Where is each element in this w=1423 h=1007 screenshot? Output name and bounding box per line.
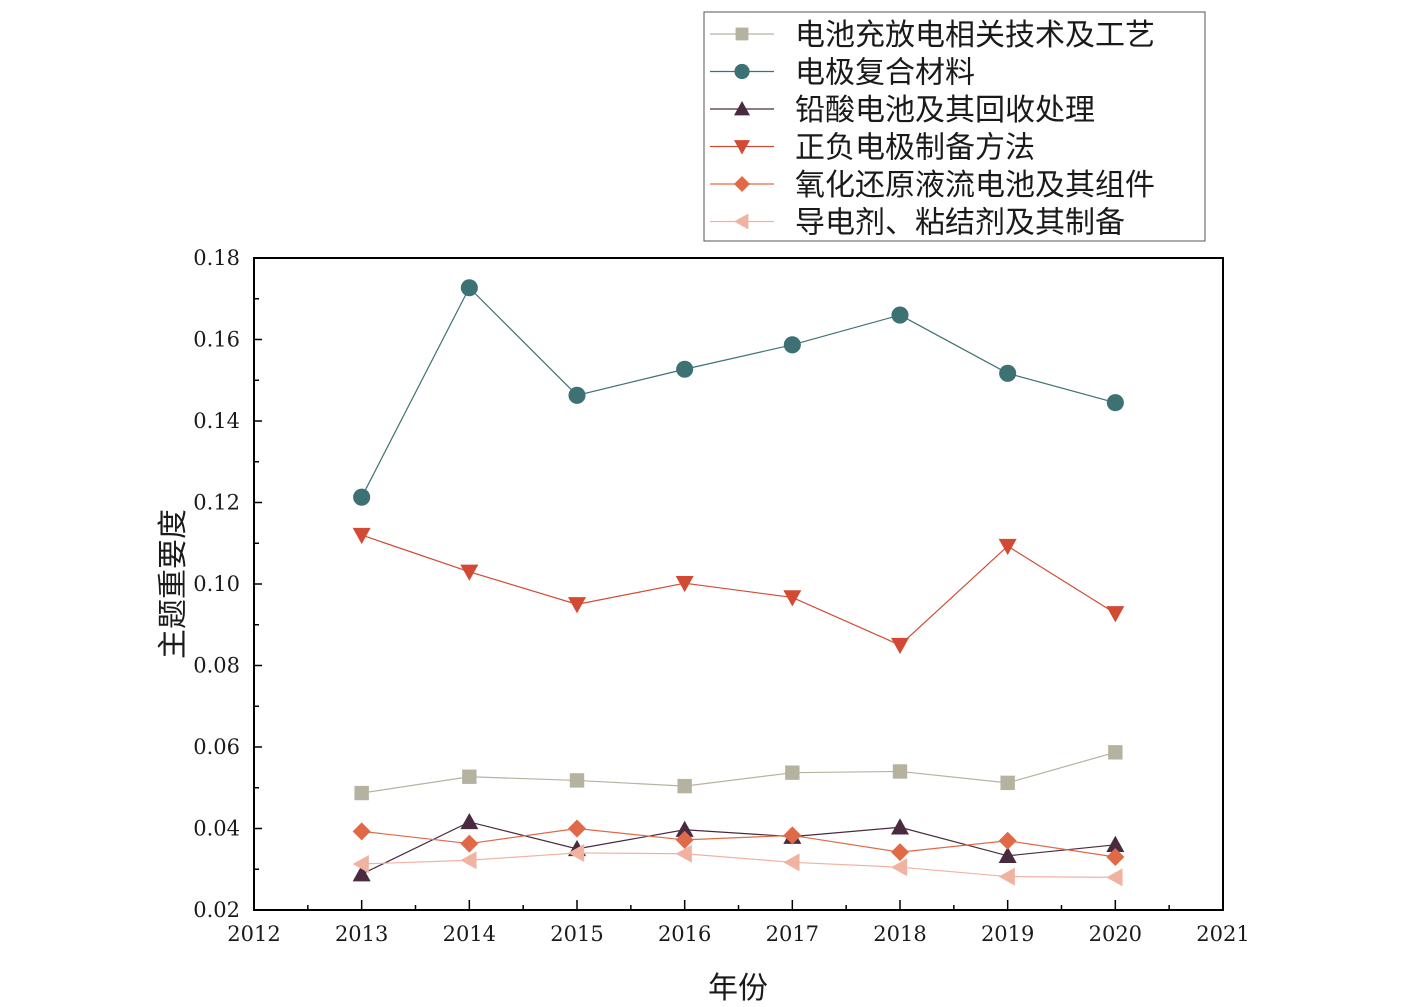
y-axis: 0.02 0.04 0.06 0.08 0.10 0.12 0.14 0.16 0.18: [193, 246, 262, 922]
data-point: [568, 597, 586, 614]
legend: 电池充放电相关技术及工艺电极复合材料铅酸电池及其回收处理正负电极制备方法氧化还原…: [703, 11, 1206, 242]
series-layer: [352, 279, 1125, 887]
series-line: [361, 852, 1116, 879]
data-point: [568, 386, 586, 404]
data-point: [353, 488, 371, 506]
series-line: [361, 827, 1116, 858]
x-axis-title: 年份: [708, 971, 768, 1006]
data-point: [783, 590, 802, 607]
y-tick-label: 0.10: [193, 572, 240, 596]
data-point: [783, 853, 800, 872]
data-point: [998, 831, 1017, 850]
data-point: [891, 843, 909, 862]
data-point: [785, 765, 800, 780]
data-point: [1106, 394, 1124, 412]
data-point: [352, 527, 371, 545]
data-point: [462, 769, 477, 784]
data-point: [460, 851, 477, 870]
data-point: [1108, 745, 1123, 760]
legend-marker: [734, 176, 750, 192]
legend-label: 铅酸电池及其回收处理: [795, 93, 1095, 128]
legend-label: 正负电极制备方法: [795, 131, 1035, 166]
x-tick-label: 2015: [550, 922, 603, 946]
data-point: [569, 773, 585, 788]
y-tick-label: 0.12: [193, 491, 240, 515]
data-point: [891, 637, 909, 655]
x-axis: 2012 2013 2014 2015 2016 2017 2018 2019 2020 2021: [227, 900, 1250, 946]
data-point: [460, 279, 478, 297]
x-tick-label: 2021: [1196, 922, 1249, 946]
y-tick-label: 0.14: [193, 409, 240, 433]
x-tick-label: 2014: [443, 922, 496, 946]
data-point: [568, 819, 586, 838]
data-point: [568, 843, 585, 862]
data-point: [1106, 835, 1125, 852]
series-5: [352, 843, 1123, 887]
data-point: [352, 854, 369, 873]
x-tick-label: 2012: [227, 922, 280, 946]
series-1: [353, 279, 1124, 506]
data-point: [891, 306, 909, 324]
y-tick-label: 0.02: [193, 898, 240, 922]
series-0: [354, 745, 1123, 801]
x-tick-label: 2017: [766, 922, 819, 946]
series-3: [352, 527, 1125, 655]
y-tick-label: 0.18: [193, 246, 240, 270]
legend-marker: [735, 27, 749, 41]
data-point: [354, 785, 369, 801]
series-line: [361, 286, 1116, 498]
data-point: [891, 818, 909, 835]
x-tick-label: 2019: [981, 922, 1034, 946]
data-point: [1106, 868, 1123, 887]
data-point: [783, 336, 801, 354]
data-point: [677, 778, 692, 794]
data-point: [783, 826, 802, 845]
data-point: [460, 564, 479, 581]
series-4: [352, 819, 1125, 867]
data-point: [998, 538, 1017, 556]
legend-label: 电池充放电相关技术及工艺: [795, 18, 1155, 53]
series-line: [361, 751, 1116, 794]
plot-area-frame: [253, 257, 1224, 911]
data-point: [676, 360, 694, 378]
data-point: [675, 820, 694, 837]
series-line: [361, 534, 1116, 646]
y-axis-title: 主题重要度: [156, 509, 191, 659]
x-tick-label: 2018: [873, 922, 926, 946]
legend-label: 导电剂、粘结剂及其制备: [795, 206, 1125, 241]
data-point: [352, 865, 371, 882]
data-point: [675, 844, 692, 863]
x-tick-label: 2016: [658, 922, 711, 946]
y-tick-label: 0.16: [193, 328, 240, 352]
data-point: [1106, 606, 1125, 623]
legend-marker: [734, 213, 749, 230]
data-point: [892, 764, 908, 779]
y-tick-label: 0.06: [193, 735, 240, 759]
data-point: [998, 846, 1017, 864]
data-point: [352, 822, 371, 841]
data-point: [675, 575, 694, 593]
data-point: [1106, 848, 1125, 867]
x-tick-label: 2020: [1089, 922, 1142, 946]
data-point: [999, 364, 1017, 382]
legend-marker: [734, 140, 750, 155]
legend-label: 氧化还原液流电池及其组件: [795, 168, 1155, 203]
data-point: [460, 812, 479, 830]
data-point: [891, 858, 908, 877]
series-line: [361, 821, 1116, 875]
legend-marker: [734, 63, 750, 80]
legend-marker: [734, 101, 750, 116]
data-point: [460, 834, 479, 853]
data-point: [1000, 775, 1015, 791]
x-tick-label: 2013: [335, 922, 388, 946]
legend-frame: [703, 11, 1206, 242]
y-tick-label: 0.08: [193, 654, 240, 678]
data-point: [675, 830, 694, 849]
data-point: [998, 867, 1015, 886]
y-tick-label: 0.04: [193, 817, 240, 841]
legend-label: 电极复合材料: [795, 56, 975, 91]
